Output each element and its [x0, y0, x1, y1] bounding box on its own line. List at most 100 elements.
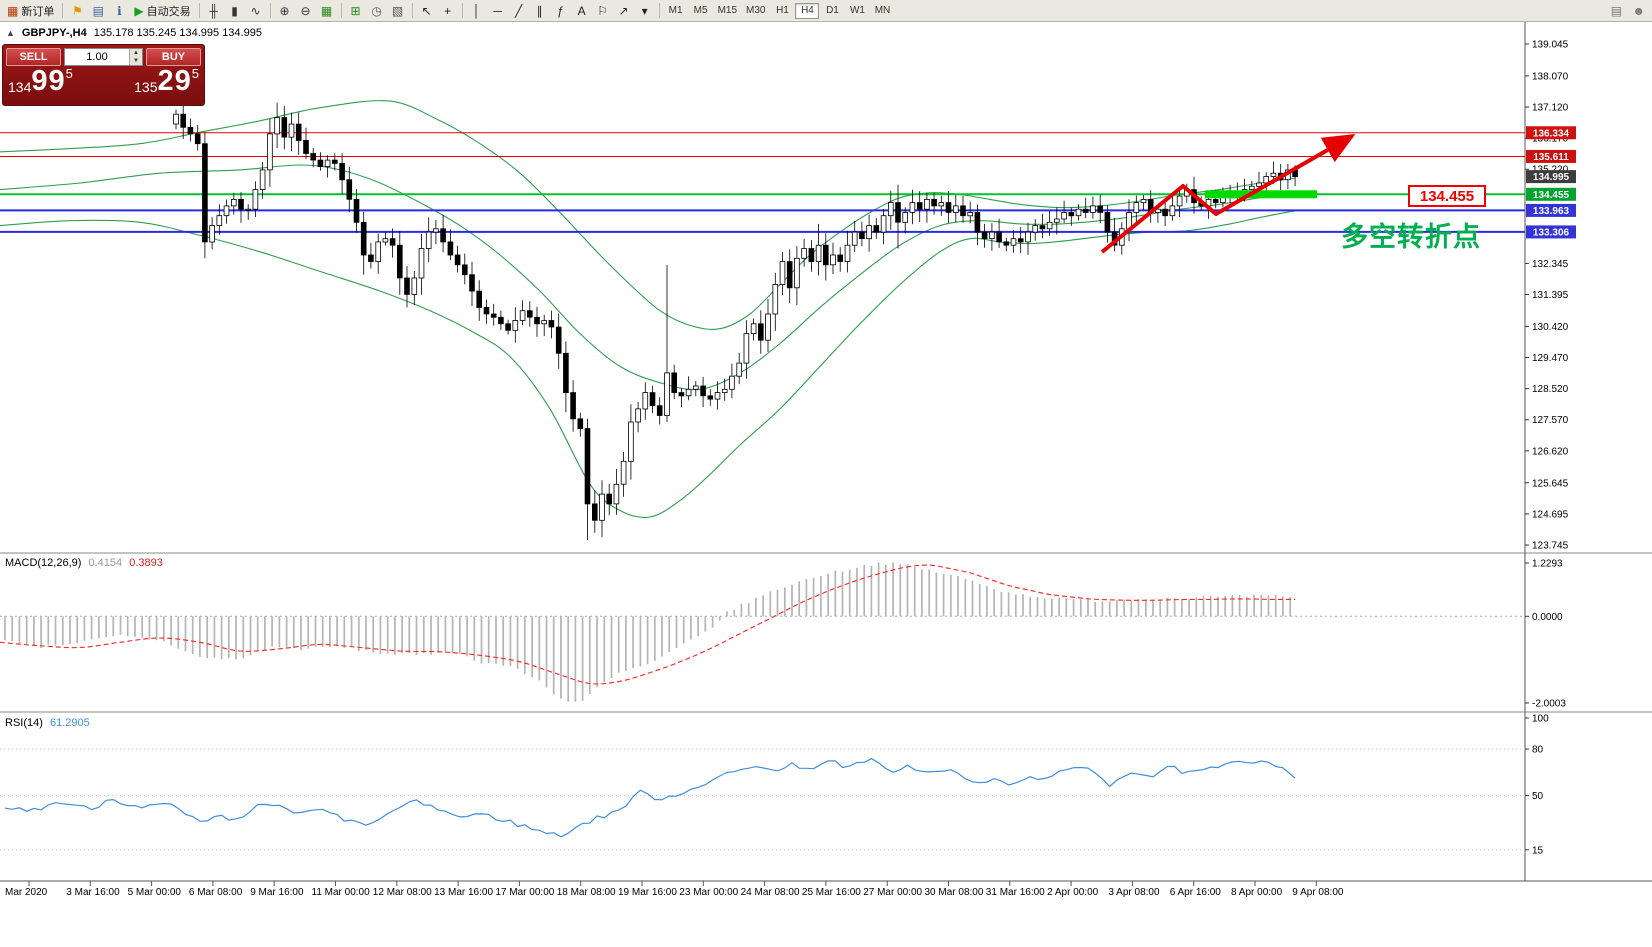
equidistant-channel-button[interactable]: ∥ [530, 2, 550, 20]
objects-dropdown-button[interactable]: ▾ [635, 2, 655, 20]
community-chat-icon[interactable]: ☻ [1628, 2, 1649, 20]
chart-canvas[interactable]: 139.045138.070137.120136.170135.220132.3… [0, 22, 1652, 947]
lot-size-input[interactable] [65, 49, 129, 65]
line-chart-button[interactable]: ∿ [246, 2, 266, 20]
auto-trading-glyph: ▶ [134, 3, 144, 18]
fibonacci-button[interactable]: ƒ [551, 2, 571, 20]
price-axis-tick: 127.570 [1532, 415, 1569, 426]
sell-button[interactable]: SELL [6, 48, 61, 66]
horizontal-line-button[interactable]: ─ [488, 2, 508, 20]
announcement-icon[interactable]: ⚑ [67, 2, 87, 20]
trendline-glyph: ╱ [514, 3, 523, 18]
time-axis-label: Mar 2020 [5, 887, 48, 898]
candle-body [1003, 241, 1010, 246]
candle-body [238, 198, 244, 210]
trendline-button[interactable]: ╱ [509, 2, 529, 20]
timeframe-w1-button[interactable]: W1 [849, 5, 865, 16]
lot-decrease-button[interactable]: ▼ [129, 57, 142, 65]
candle-body [1017, 238, 1024, 243]
candle-body [425, 231, 432, 249]
news-icon[interactable]: ▤ [1606, 2, 1626, 20]
timeframe-m1-button[interactable]: M1 [668, 5, 683, 16]
candle-body [873, 225, 880, 233]
price-level-callout[interactable]: 134.455 [1408, 185, 1486, 207]
auto-trading-button-label: 自动交易 [146, 5, 191, 18]
buy-price[interactable]: 135 29 5 [134, 67, 199, 96]
candle-body [606, 493, 612, 505]
timeframe-m30-button[interactable]: M30 [746, 5, 766, 16]
templates-button[interactable]: ▧ [388, 2, 408, 20]
candle-body [209, 225, 215, 243]
candle-body [541, 320, 547, 325]
candle-body [375, 241, 381, 262]
candle-body [274, 117, 280, 135]
candle-body [180, 113, 187, 128]
turning-point-note[interactable]: 多空转折点 [1341, 222, 1481, 252]
macd-axis-tick: -2.0003 [1532, 699, 1566, 710]
auto-trading-button[interactable]: ▶ 自动交易 [130, 2, 194, 20]
new-chart-button[interactable]: ⊞ [346, 2, 366, 20]
candle-body [331, 159, 338, 164]
crosshair-button[interactable]: + [438, 2, 458, 20]
macd-histogram [4, 562, 1292, 702]
sell-price[interactable]: 134 99 5 [8, 67, 73, 96]
vertical-line-glyph: │ [472, 3, 481, 18]
text-button[interactable]: A [572, 2, 592, 20]
candle-body [599, 493, 605, 521]
bar-chart-button[interactable]: ╫ [204, 2, 224, 20]
price-tag-value: 134.455 [1533, 190, 1570, 201]
candle-body [194, 133, 201, 145]
candle-body [1025, 231, 1031, 243]
candle-body [1270, 172, 1277, 177]
timeframe-m5-button[interactable]: M5 [693, 5, 708, 16]
price-tag [1526, 225, 1576, 239]
text-label-button[interactable]: ⚐ [593, 2, 613, 20]
candle-body [642, 392, 649, 410]
timeframe-d1-button[interactable]: D1 [826, 5, 839, 16]
candle-body [772, 284, 779, 315]
candle-body [1032, 225, 1039, 233]
candle-body [577, 418, 584, 429]
candle-body [830, 254, 836, 266]
candlestick-chart-button[interactable]: ▮ [225, 2, 245, 20]
templates-glyph: ▧ [391, 3, 404, 18]
toolbar-separator [658, 3, 660, 18]
candle-body [981, 231, 988, 240]
candle-body [1133, 202, 1140, 213]
tile-windows-button[interactable]: ▦ [317, 2, 337, 20]
timeframe-mn-button[interactable]: MN [874, 5, 891, 16]
candle-body [1256, 182, 1262, 187]
terminal-window-icon[interactable]: ▤ [88, 2, 108, 20]
timeframe-h1-button[interactable]: H1 [776, 5, 789, 16]
price-axis-tick: 125.645 [1532, 478, 1569, 489]
support-highlight-bar[interactable] [1205, 190, 1317, 199]
price-tag-value: 133.963 [1533, 206, 1570, 217]
timeframe-m15-button[interactable]: M15 [717, 5, 738, 16]
candle-body [230, 198, 237, 207]
candle-body [433, 228, 439, 233]
chart-symbol-label: GBPJPY-,H4 [21, 27, 87, 39]
new-order-button[interactable]: ▦ 新订单 [3, 2, 58, 20]
candle-body [700, 385, 706, 397]
candle-body [1068, 212, 1075, 217]
candle-body [837, 254, 843, 262]
period-clock-button[interactable]: ◷ [367, 2, 387, 20]
zoom-in-button[interactable]: ⊕ [275, 2, 295, 20]
trend-arrow[interactable] [1100, 134, 1356, 254]
rsi-axis-tick: 50 [1532, 791, 1544, 802]
buy-button[interactable]: BUY [146, 48, 201, 66]
community-icon[interactable]: ℹ [109, 2, 129, 20]
zoom-out-button[interactable]: ⊖ [296, 2, 316, 20]
vertical-line-button[interactable]: │ [467, 2, 487, 20]
candle-body [628, 421, 634, 462]
arrows-tool-button[interactable]: ↗ [614, 2, 634, 20]
candle-body [779, 261, 786, 285]
arrows-tool-glyph: ↗ [618, 3, 629, 18]
one-click-collapse-icon[interactable]: ▲ [6, 28, 15, 38]
candle-body [714, 392, 721, 400]
time-axis-label: 11 Mar 00:00 [312, 887, 371, 898]
timeframe-h4-button[interactable]: H4 [795, 2, 820, 19]
sell-price-point: 5 [65, 66, 73, 81]
cursor-button[interactable]: ↖ [417, 2, 437, 20]
lot-increase-button[interactable]: ▲ [129, 49, 142, 57]
